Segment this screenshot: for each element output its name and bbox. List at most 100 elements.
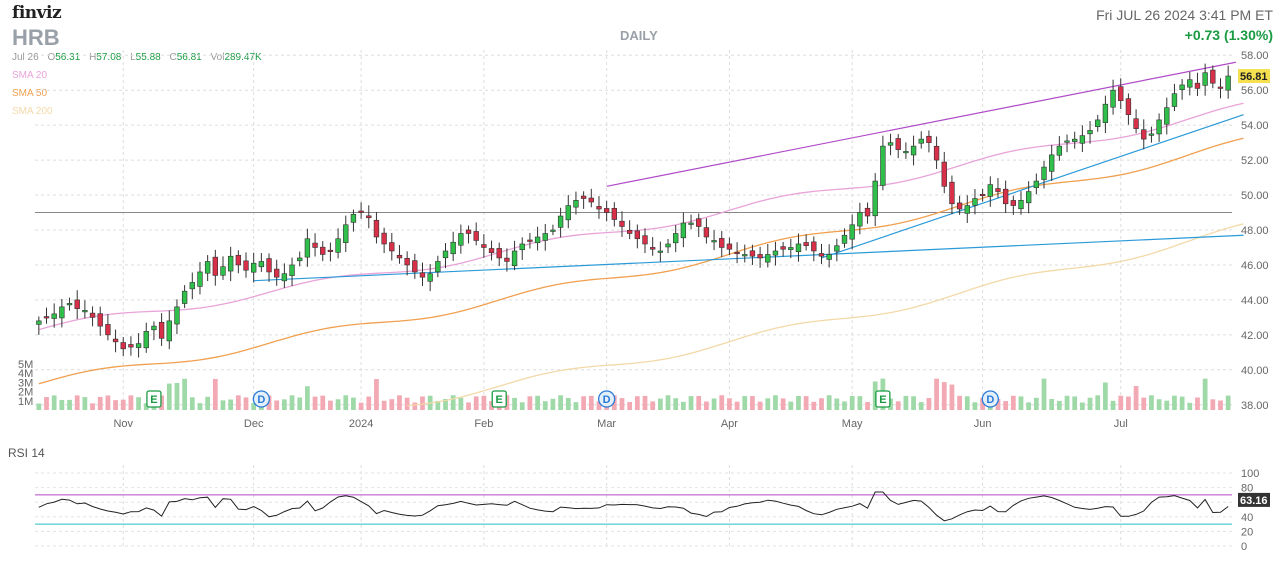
- candle-body: [1202, 72, 1208, 86]
- candle-body: [128, 344, 134, 348]
- candle-body: [1194, 82, 1201, 89]
- volume-bar: [205, 396, 211, 410]
- volume-bar: [1110, 400, 1116, 410]
- candle-body: [734, 251, 740, 255]
- volume-bar: [1195, 397, 1200, 410]
- candle-body: [143, 331, 149, 349]
- sma20-line: [38, 102, 1244, 331]
- candle-body: [120, 342, 126, 350]
- candle-body: [650, 247, 656, 250]
- volume-bar: [220, 400, 226, 410]
- low-value: 55.88: [135, 52, 161, 63]
- candle-body: [36, 320, 42, 325]
- rsi-tick-label: 80: [1241, 483, 1253, 495]
- dividend-marker: [597, 390, 616, 408]
- close-value: 56.81: [176, 52, 202, 63]
- volume-bar: [243, 397, 249, 410]
- volume-bar: [811, 401, 817, 410]
- candle-body: [680, 222, 687, 239]
- volume-bar: [450, 395, 456, 410]
- time-tick-label: Nov: [113, 418, 133, 430]
- candle-body: [1033, 180, 1040, 188]
- volume-bar: [374, 379, 379, 410]
- volume-bar: [642, 395, 648, 410]
- sma200-line: [407, 223, 1244, 407]
- candle-body: [320, 246, 326, 255]
- volume-bar: [189, 397, 195, 410]
- finviz-logo[interactable]: finviz: [12, 3, 62, 23]
- ohlc-readout: Jul 26 O56.31 H57.08 L55.88 C56.81 Vol28…: [12, 52, 268, 63]
- candle-body: [757, 254, 763, 259]
- candle-body: [1025, 191, 1032, 204]
- volume-bar: [1087, 397, 1093, 410]
- volume-bar: [59, 399, 65, 410]
- price-tick-label: 42.00: [1241, 330, 1269, 342]
- price-tick-label: 54.00: [1241, 120, 1269, 132]
- volume-bar: [489, 401, 494, 410]
- event-marker-letter: E: [879, 394, 886, 406]
- candle-body: [872, 180, 878, 217]
- event-marker-letter: D: [986, 394, 994, 406]
- volume-bar: [673, 398, 679, 410]
- candle-body: [427, 273, 433, 282]
- volume-bar: [834, 398, 840, 410]
- volume-bar: [596, 401, 602, 410]
- candle-body: [304, 238, 311, 258]
- volume-bar: [289, 395, 295, 410]
- sma200-legend: SMA 200: [12, 106, 53, 117]
- candle-body: [726, 243, 733, 250]
- candle-body: [1225, 75, 1231, 91]
- candle-body: [603, 208, 610, 213]
- candle-body: [1095, 119, 1101, 127]
- volume-bar: [780, 398, 786, 410]
- candle-body: [972, 198, 978, 206]
- volume-bar: [404, 397, 410, 410]
- candle-body: [1164, 107, 1170, 125]
- candle-body: [59, 306, 65, 319]
- candle-body: [580, 195, 587, 199]
- candle-body: [1041, 166, 1047, 180]
- candle-body: [274, 268, 280, 278]
- candle-body: [281, 273, 288, 282]
- candle-body: [1210, 69, 1216, 84]
- high-label: H: [89, 52, 97, 63]
- volume-bar: [742, 396, 748, 410]
- sma50-line: [38, 137, 1244, 385]
- candle-body: [588, 197, 594, 203]
- volume-bar: [67, 399, 72, 410]
- candle-body: [557, 215, 564, 228]
- volume-tick-label: 2M: [18, 387, 33, 399]
- time-tick-label: Dec: [244, 418, 264, 430]
- candle-body: [496, 248, 502, 259]
- candle-body: [197, 271, 203, 287]
- volume-bar: [82, 397, 88, 410]
- volume-tick-label: 5M: [18, 359, 33, 371]
- candle-body: [450, 241, 456, 255]
- earnings-marker: [875, 390, 891, 408]
- candle-body: [97, 313, 103, 327]
- candle-body: [795, 243, 802, 253]
- candle-body: [596, 206, 602, 210]
- volume-bar: [366, 396, 372, 410]
- volume-tick-label: 1M: [18, 396, 33, 408]
- candle-body: [51, 313, 57, 319]
- candle-body: [442, 250, 449, 259]
- volume-bar: [412, 402, 418, 410]
- candle-body: [772, 250, 779, 256]
- volume-bar: [36, 403, 42, 410]
- candle-body: [82, 310, 88, 313]
- candle-body: [765, 254, 771, 263]
- candle-body: [135, 343, 142, 348]
- candle-body: [488, 248, 495, 254]
- volume-bar: [696, 395, 702, 410]
- open-label: O: [47, 52, 56, 63]
- volume-bar: [51, 395, 57, 410]
- candle-body: [481, 244, 487, 248]
- close-label: C: [169, 52, 177, 63]
- volume-bar: [504, 395, 510, 410]
- candle-body: [1064, 140, 1070, 143]
- volume-bar: [197, 403, 203, 410]
- axis-labels: 58.00 56.00 54.00 52.00 50.00 48.00 46.00 44.00…: [18, 50, 1270, 430]
